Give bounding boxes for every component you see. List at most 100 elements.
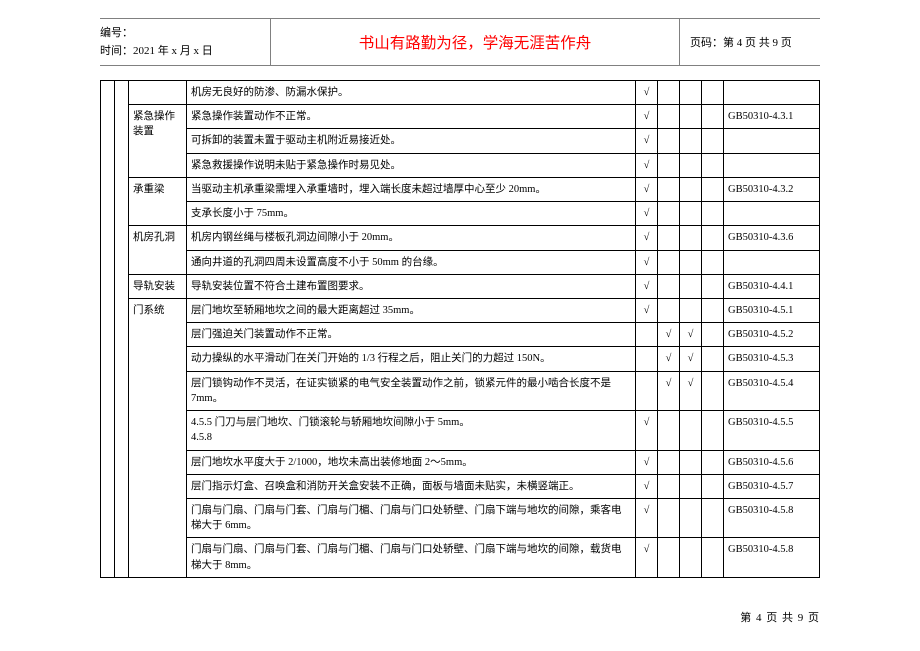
reference-cell: GB50310-4.5.8 [724,538,820,577]
reference-cell: GB50310-4.3.2 [724,177,820,201]
category-cell [129,81,187,105]
standards-table: 机房无良好的防渗、防漏水保护。√紧急操作装置紧急操作装置动作不正常。√GB503… [100,80,820,578]
table-row: 门扇与门扇、门扇与门套、门扇与门楣、门扇与门口处轿壁、门扇下端与地坎的间隙，乘客… [101,498,820,537]
reference-cell: GB50310-4.3.1 [724,105,820,129]
category-cell: 承重梁 [129,177,187,225]
reference-cell: GB50310-4.5.6 [724,450,820,474]
description-cell: 当驱动主机承重梁需埋入承重墙时，埋入端长度未超过墙厚中心至少 20mm。 [187,177,636,201]
check-cell-2 [658,250,680,274]
check-cell-4 [702,538,724,577]
check-cell-3: √ [680,371,702,410]
check-cell-4 [702,411,724,450]
reference-cell: GB50310-4.5.1 [724,298,820,322]
check-cell-4 [702,323,724,347]
description-cell: 门扇与门扇、门扇与门套、门扇与门楣、门扇与门口处轿壁、门扇下端与地坎的间隙，载货… [187,538,636,577]
table-row: 门扇与门扇、门扇与门套、门扇与门楣、门扇与门口处轿壁、门扇下端与地坎的间隙，载货… [101,538,820,577]
header-motto: 书山有路勤为径，学海无涯苦作舟 [270,19,680,65]
table-row: 4.5.5 门刀与层门地坎、门锁滚轮与轿厢地坎间隙小于 5mm。 4.5.8√G… [101,411,820,450]
header-page-label: 页码：第 4 页 共 9 页 [680,34,820,50]
check-cell-3 [680,498,702,537]
check-cell-2: √ [658,323,680,347]
check-cell-2 [658,498,680,537]
description-cell: 导轨安装位置不符合土建布置图要求。 [187,274,636,298]
check-cell-4 [702,250,724,274]
check-cell-2 [658,411,680,450]
check-cell-1: √ [636,498,658,537]
check-cell-2: √ [658,371,680,410]
check-cell-4 [702,474,724,498]
table-row: 紧急操作装置紧急操作装置动作不正常。√GB50310-4.3.1 [101,105,820,129]
check-cell-2 [658,538,680,577]
check-cell-3 [680,411,702,450]
reference-cell [724,202,820,226]
lead-col-1 [101,81,115,578]
check-cell-2 [658,153,680,177]
reference-cell: GB50310-4.5.3 [724,347,820,371]
check-cell-4 [702,177,724,201]
check-cell-3 [680,274,702,298]
page-footer: 第 4 页 共 9 页 [740,609,820,625]
check-cell-4 [702,153,724,177]
table-row: 支承长度小于 75mm。√ [101,202,820,226]
table-row: 紧急救援操作说明未贴于紧急操作时易见处。√ [101,153,820,177]
table-row: 层门地坎水平度大于 2/1000，地坎未高出装修地面 2～5mm。√GB5031… [101,450,820,474]
category-cell: 导轨安装 [129,274,187,298]
check-cell-3: √ [680,323,702,347]
check-cell-3 [680,202,702,226]
check-cell-3 [680,538,702,577]
check-cell-4 [702,371,724,410]
check-cell-4 [702,202,724,226]
header-row: 编号： 时间：2021 年 x 月 x 日 书山有路勤为径，学海无涯苦作舟 页码… [100,19,820,65]
check-cell-2 [658,474,680,498]
check-cell-3 [680,81,702,105]
description-cell: 层门强迫关门装置动作不正常。 [187,323,636,347]
check-cell-4 [702,105,724,129]
description-cell: 紧急操作装置动作不正常。 [187,105,636,129]
check-cell-2 [658,105,680,129]
reference-cell: GB50310-4.3.6 [724,226,820,250]
table-row: 通向井道的孔洞四周未设置高度不小于 50mm 的台缘。√ [101,250,820,274]
check-cell-1: √ [636,105,658,129]
check-cell-3 [680,298,702,322]
check-cell-1: √ [636,81,658,105]
check-cell-1: √ [636,298,658,322]
table-row: 门系统层门地坎至轿厢地坎之间的最大距离超过 35mm。√GB50310-4.5.… [101,298,820,322]
reference-cell: GB50310-4.5.4 [724,371,820,410]
check-cell-3: √ [680,347,702,371]
description-cell: 4.5.5 门刀与层门地坎、门锁滚轮与轿厢地坎间隙小于 5mm。 4.5.8 [187,411,636,450]
check-cell-3 [680,226,702,250]
table-row: 机房孔洞机房内钢丝绳与楼板孔洞边间隙小于 20mm。√GB50310-4.3.6 [101,226,820,250]
table-row: 层门强迫关门装置动作不正常。√√GB50310-4.5.2 [101,323,820,347]
check-cell-1 [636,347,658,371]
check-cell-2 [658,226,680,250]
table-row: 层门锁钩动作不灵活，在证实锁紧的电气安全装置动作之前，锁紧元件的最小啮合长度不是… [101,371,820,410]
check-cell-4 [702,274,724,298]
check-cell-4 [702,298,724,322]
header-left-block: 编号： 时间：2021 年 x 月 x 日 [100,23,270,60]
description-cell: 支承长度小于 75mm。 [187,202,636,226]
check-cell-3 [680,129,702,153]
description-cell: 层门锁钩动作不灵活，在证实锁紧的电气安全装置动作之前，锁紧元件的最小啮合长度不是… [187,371,636,410]
check-cell-3 [680,105,702,129]
check-cell-1 [636,371,658,410]
check-cell-4 [702,498,724,537]
table-row: 承重梁当驱动主机承重梁需埋入承重墙时，埋入端长度未超过墙厚中心至少 20mm。√… [101,177,820,201]
check-cell-2 [658,298,680,322]
check-cell-1: √ [636,129,658,153]
header-date-label: 时间：2021 年 x 月 x 日 [100,43,270,61]
check-cell-1: √ [636,538,658,577]
check-cell-3 [680,153,702,177]
category-cell: 机房孔洞 [129,226,187,274]
check-cell-1: √ [636,177,658,201]
check-cell-3 [680,177,702,201]
table-row: 动力操纵的水平滑动门在关门开始的 1/3 行程之后，阻止关门的力超过 150N。… [101,347,820,371]
table-body: 机房无良好的防渗、防漏水保护。√紧急操作装置紧急操作装置动作不正常。√GB503… [101,81,820,578]
check-cell-3 [680,474,702,498]
check-cell-2 [658,202,680,226]
check-cell-1: √ [636,202,658,226]
check-cell-1 [636,323,658,347]
description-cell: 门扇与门扇、门扇与门套、门扇与门楣、门扇与门口处轿壁、门扇下端与地坎的间隙，乘客… [187,498,636,537]
lead-col-2 [115,81,129,578]
check-cell-4 [702,450,724,474]
check-cell-1: √ [636,450,658,474]
